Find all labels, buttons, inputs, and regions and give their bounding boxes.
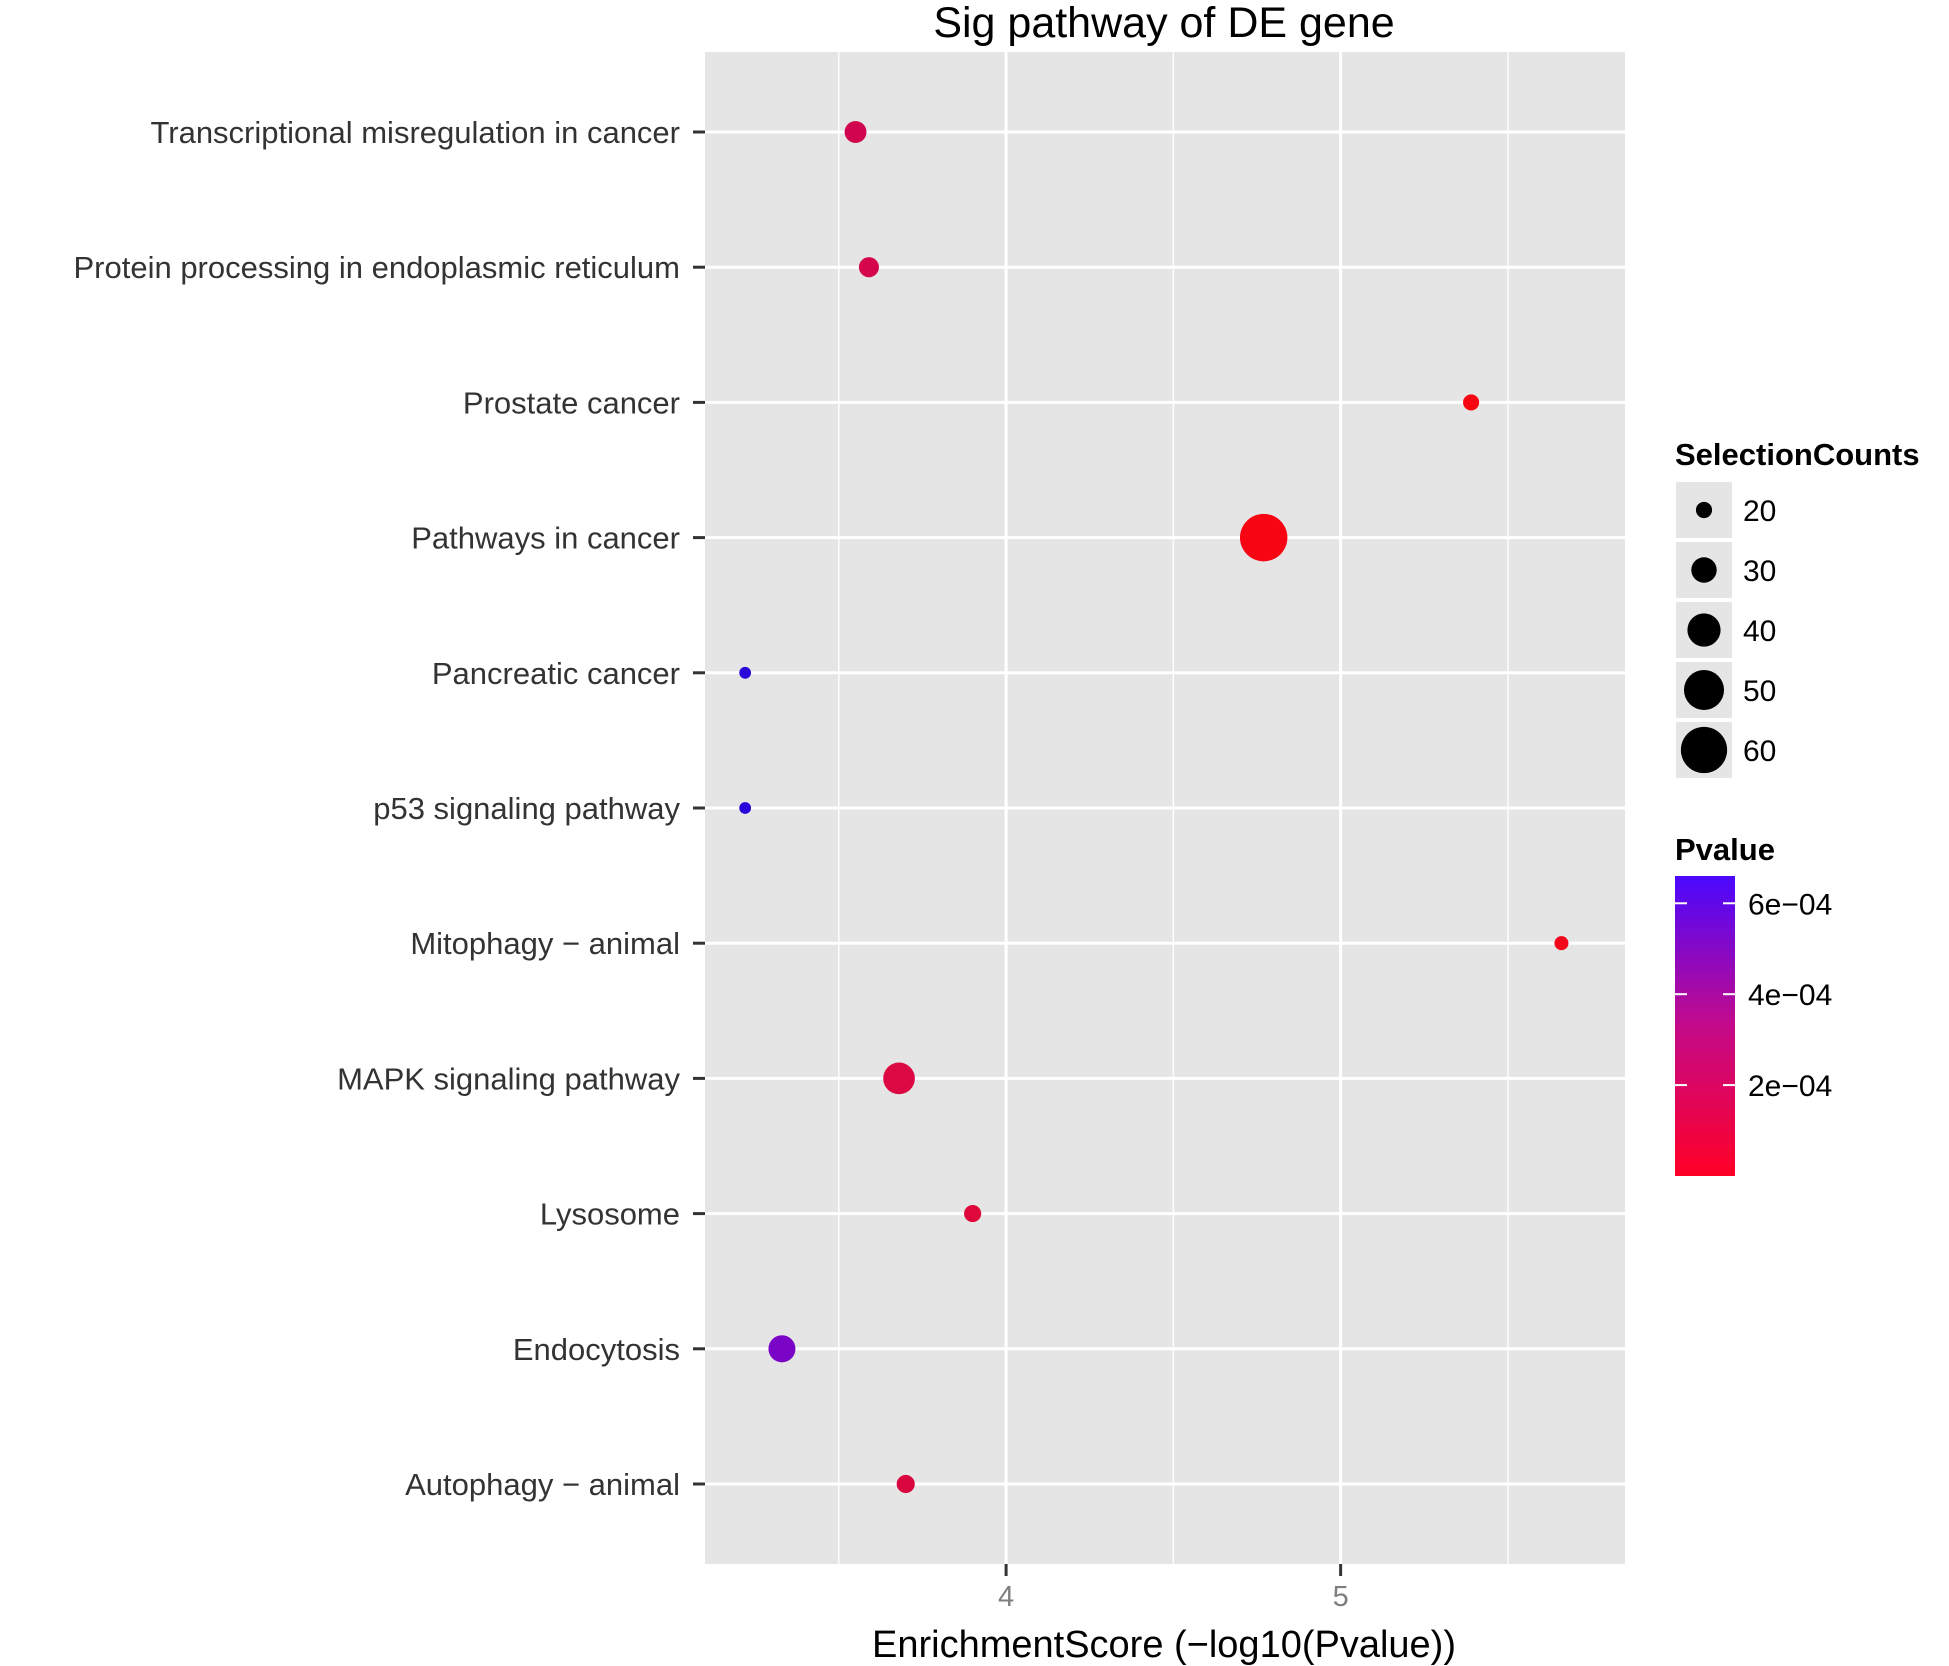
x-axis-label: EnrichmentScore (−log10(Pvalue)) <box>872 1624 1456 1666</box>
data-point <box>964 1205 982 1223</box>
y-tick-label: MAPK signaling pathway <box>337 1061 680 1096</box>
y-axis: Transcriptional misregulation in cancer P… <box>73 115 705 1502</box>
data-point <box>1463 394 1480 411</box>
size-legend-dot <box>1683 669 1725 711</box>
colorbar-tick-label: 2e−04 <box>1748 1070 1832 1103</box>
size-legend-dot <box>1680 726 1728 774</box>
data-point <box>896 1474 915 1494</box>
x-tick-label: 4 <box>998 1581 1014 1613</box>
data-points <box>739 121 1569 1494</box>
size-legend-dot <box>1691 557 1717 583</box>
size-legend-label: 50 <box>1743 675 1776 708</box>
data-point <box>768 1335 796 1363</box>
data-point <box>1554 936 1569 951</box>
chart-title: Sig pathway of DE gene <box>933 0 1394 47</box>
y-tick-label: Protein processing in endoplasmic reticu… <box>73 250 680 285</box>
data-point <box>858 257 879 278</box>
size-legend-dot <box>1687 613 1721 647</box>
data-point <box>883 1062 915 1095</box>
y-tick-label: Autophagy − animal <box>405 1467 680 1502</box>
y-tick-label: Pathways in cancer <box>411 521 680 556</box>
color-legend-title: Pvalue <box>1675 832 1775 867</box>
colorbar-ticks: 2e−04 4e−04 6e−04 <box>1675 888 1832 1103</box>
colorbar-tick-label: 6e−04 <box>1748 888 1832 921</box>
color-legend: Pvalue 2e−04 4e−04 6e−04 <box>1675 832 1832 1176</box>
y-tick-label: Pancreatic cancer <box>432 656 680 691</box>
size-legend: SelectionCounts 20 30 40 50 60 <box>1675 437 1920 778</box>
x-tick-label: 5 <box>1333 1581 1349 1613</box>
data-point <box>739 802 752 814</box>
data-point <box>844 121 867 143</box>
size-legend-label: 20 <box>1743 495 1776 528</box>
size-legend-dot <box>1695 501 1713 519</box>
grid-lines <box>705 52 1625 1564</box>
y-tick-label: p53 signaling pathway <box>373 791 680 826</box>
size-legend-label: 30 <box>1743 555 1776 588</box>
colorbar-tick-label: 4e−04 <box>1748 979 1832 1012</box>
size-legend-keys: 20 30 40 50 60 <box>1676 482 1776 778</box>
size-legend-title: SelectionCounts <box>1675 437 1920 472</box>
size-legend-label: 60 <box>1743 735 1776 768</box>
pvalue-colorbar <box>1675 876 1735 1176</box>
y-tick-label: Lysosome <box>540 1197 680 1232</box>
y-tick-label: Prostate cancer <box>463 385 680 420</box>
y-tick-label: Mitophagy − animal <box>410 926 680 961</box>
y-tick-label: Transcriptional misregulation in cancer <box>150 115 680 150</box>
data-point <box>739 666 752 679</box>
size-legend-label: 40 <box>1743 615 1776 648</box>
data-point <box>1239 513 1288 562</box>
y-tick-label: Endocytosis <box>513 1332 680 1367</box>
